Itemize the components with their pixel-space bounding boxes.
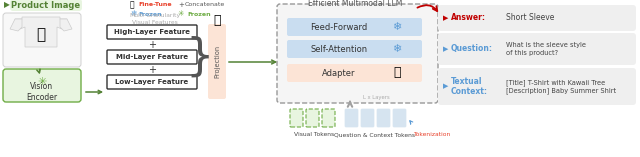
Text: Low-Layer Feature: Low-Layer Feature [115, 79, 189, 85]
Text: Concatenate: Concatenate [185, 3, 225, 8]
FancyBboxPatch shape [322, 109, 335, 127]
FancyBboxPatch shape [438, 68, 636, 105]
FancyBboxPatch shape [345, 109, 358, 127]
FancyBboxPatch shape [277, 4, 438, 103]
Polygon shape [10, 19, 22, 31]
Text: +: + [148, 40, 156, 50]
FancyBboxPatch shape [10, 0, 82, 11]
Text: High-Layer Feature: High-Layer Feature [114, 29, 190, 35]
Text: Textual
Context:: Textual Context: [451, 77, 488, 96]
Text: ▶: ▶ [4, 0, 10, 10]
FancyBboxPatch shape [361, 109, 374, 127]
Text: Question & Context Tokens: Question & Context Tokens [335, 133, 415, 138]
FancyBboxPatch shape [287, 40, 422, 58]
Text: ✳: ✳ [178, 10, 184, 19]
Text: ▶: ▶ [443, 15, 449, 21]
Text: Answer:: Answer: [451, 14, 486, 22]
FancyBboxPatch shape [287, 18, 422, 36]
FancyBboxPatch shape [107, 50, 197, 64]
Text: 🌳: 🌳 [36, 27, 45, 43]
Text: 🔥: 🔥 [130, 0, 134, 10]
Text: Feed-Forward: Feed-Forward [310, 22, 367, 32]
FancyBboxPatch shape [438, 5, 636, 31]
Text: Tokenization: Tokenization [413, 133, 451, 138]
FancyBboxPatch shape [306, 109, 319, 127]
FancyBboxPatch shape [393, 109, 406, 127]
Text: Multi-Granularity
Visual Features: Multi-Granularity Visual Features [129, 13, 180, 25]
Text: 🔥: 🔥 [393, 67, 401, 79]
FancyBboxPatch shape [107, 75, 197, 89]
Text: Vision
Encoder: Vision Encoder [26, 82, 58, 102]
FancyBboxPatch shape [107, 25, 197, 39]
Text: 🔥: 🔥 [213, 14, 221, 27]
Text: ❄: ❄ [392, 44, 402, 54]
Polygon shape [60, 19, 72, 31]
Text: Frozen: Frozen [187, 11, 211, 16]
Text: }: } [186, 35, 214, 78]
FancyBboxPatch shape [438, 33, 636, 65]
Text: Mid-Layer Feature: Mid-Layer Feature [116, 54, 188, 60]
Text: +: + [148, 65, 156, 75]
Text: Frozen: Frozen [138, 11, 162, 16]
Text: Question:: Question: [451, 44, 493, 54]
Text: Adapter: Adapter [323, 68, 356, 78]
Polygon shape [15, 17, 67, 47]
FancyBboxPatch shape [208, 24, 226, 99]
Text: What is the sleeve style
of this product?: What is the sleeve style of this product… [506, 42, 586, 56]
Text: Efficient Multimodal LLM: Efficient Multimodal LLM [308, 0, 402, 8]
FancyBboxPatch shape [3, 13, 81, 67]
Text: Self-Attention: Self-Attention [310, 44, 367, 54]
Text: ❄: ❄ [130, 10, 136, 19]
Text: L x Layers: L x Layers [364, 95, 390, 100]
Text: ▶: ▶ [443, 46, 449, 52]
FancyBboxPatch shape [287, 64, 422, 82]
Text: ✳: ✳ [37, 77, 47, 87]
Text: Visual Tokens: Visual Tokens [294, 133, 334, 138]
Text: [Title] T-Shirt with Kawaii Tree
[Description] Baby Summer Shirt: [Title] T-Shirt with Kawaii Tree [Descri… [506, 79, 616, 94]
Text: Fine-Tune: Fine-Tune [138, 3, 172, 8]
Text: Product Image: Product Image [12, 0, 81, 10]
Text: Projection: Projection [214, 45, 220, 78]
Text: ❄: ❄ [392, 22, 402, 32]
FancyBboxPatch shape [290, 109, 303, 127]
FancyBboxPatch shape [377, 109, 390, 127]
Text: +: + [178, 2, 184, 8]
Text: Short Sleeve: Short Sleeve [506, 14, 554, 22]
FancyBboxPatch shape [3, 69, 81, 102]
Text: ▶: ▶ [443, 84, 449, 89]
